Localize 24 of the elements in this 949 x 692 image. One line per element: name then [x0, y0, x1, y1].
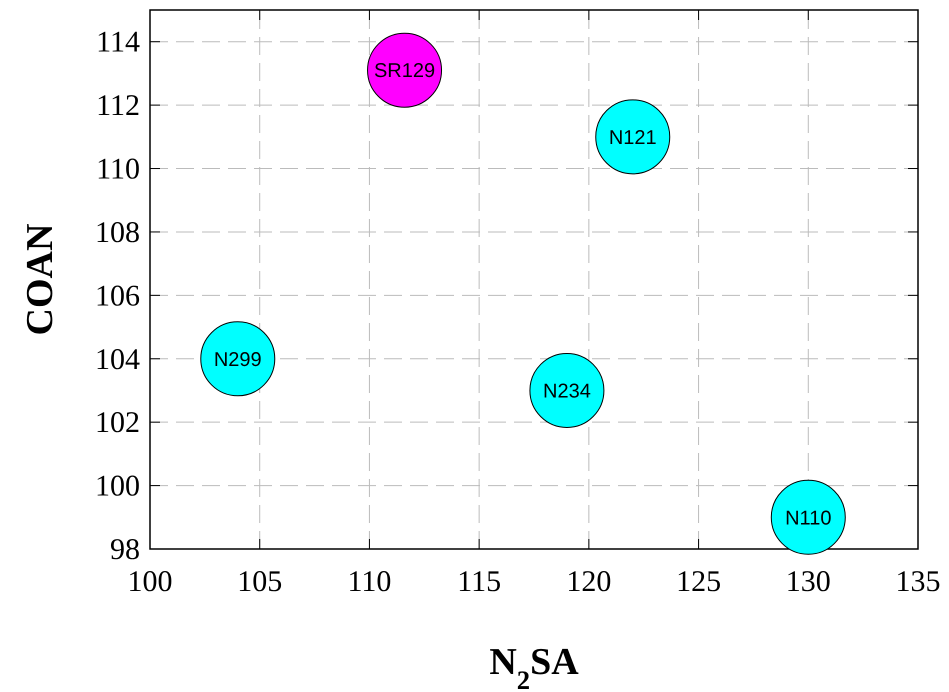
x-tick-label: 115 — [457, 565, 502, 598]
annotation: N110 — [785, 507, 832, 530]
annotation: N121 — [608, 126, 657, 149]
y-tick-label: 108 — [95, 216, 140, 249]
y-tick-label: 112 — [96, 89, 140, 122]
y-tick-label: 106 — [95, 279, 140, 312]
x-tick-label: 135 — [896, 565, 940, 598]
x-tick-label: 100 — [128, 565, 172, 598]
y-tick-label: 114 — [96, 26, 140, 59]
x-tick-label: 110 — [347, 565, 392, 598]
y-tick-label: 100 — [95, 470, 140, 503]
x-tick-label: 120 — [566, 565, 612, 598]
y-tick-label: 110 — [96, 152, 140, 186]
x-tick-label: 105 — [237, 565, 282, 598]
annotation: N299 — [214, 348, 262, 371]
y-axis-title: COAN — [19, 224, 61, 336]
y-tick-label: 104 — [95, 342, 140, 376]
x-tick-label: 130 — [786, 565, 831, 598]
y-tick-label: 102 — [95, 406, 140, 440]
y-tick-label: 98 — [110, 533, 140, 566]
annotation: N234 — [543, 380, 591, 402]
x-tick-label: 125 — [676, 565, 722, 598]
annotation: SR129 — [374, 60, 436, 82]
x-axis-title: N$_{2}$SA — [489, 641, 580, 692]
